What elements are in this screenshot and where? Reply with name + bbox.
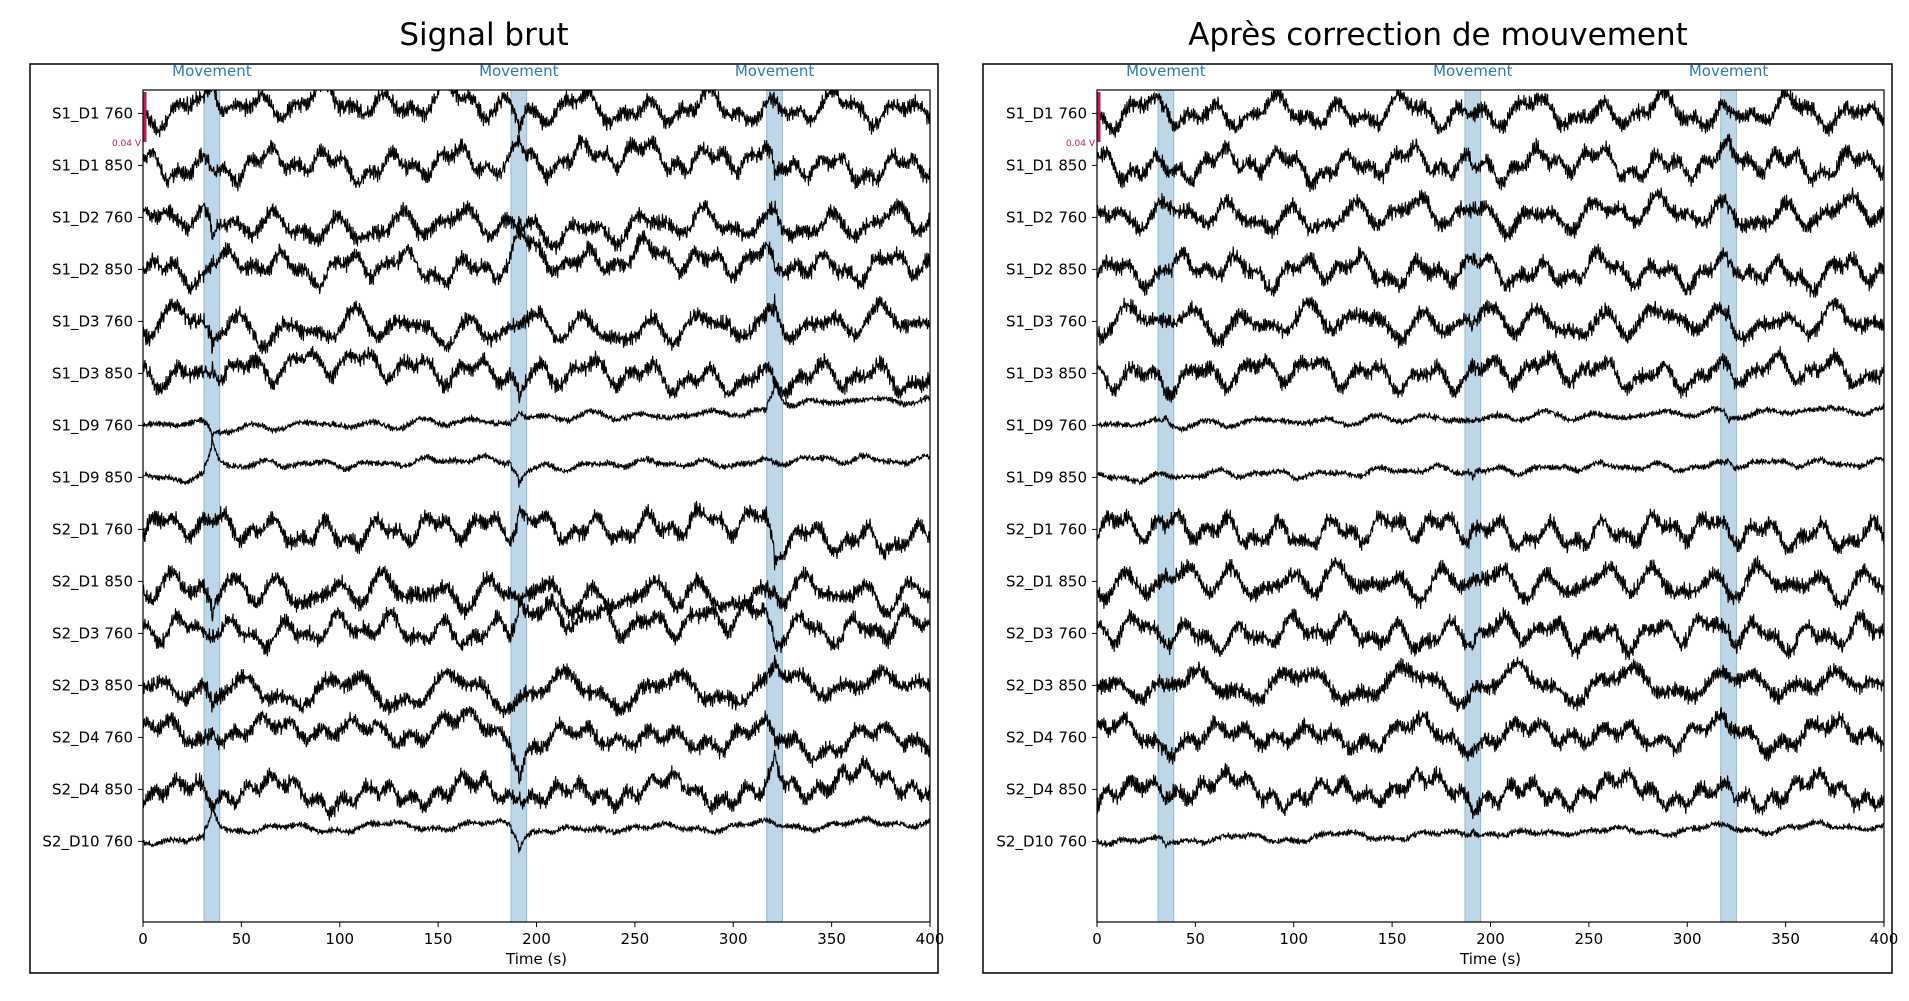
- trace-S1_D9-850: [143, 436, 930, 488]
- traces: [143, 90, 930, 854]
- channel-label: S1_D1 760: [52, 104, 133, 123]
- trace-S1_D1-760: [1097, 90, 1884, 138]
- x-tick-label: 250: [1575, 930, 1604, 948]
- x-tick-label: 400: [916, 930, 945, 948]
- trace-S2_D4-850: [1097, 762, 1884, 820]
- trace-S2_D10-760: [143, 800, 930, 854]
- trace-S2_D1-760: [143, 500, 930, 571]
- channel-label: S2_D10 760: [42, 832, 133, 851]
- trace-S2_D3-850: [143, 654, 930, 719]
- channel-label: S2_D3 850: [52, 676, 133, 695]
- movement-label: Movement: [172, 62, 252, 80]
- movement-span: [766, 89, 783, 923]
- trace-S1_D9-760: [143, 376, 930, 439]
- x-axis-label: Time (s): [505, 950, 567, 968]
- channel-label: S1_D2 760: [1006, 208, 1087, 227]
- trace-S2_D4-760: [143, 706, 930, 785]
- movement-label: Movement: [1433, 62, 1513, 80]
- channel-label: S1_D2 850: [52, 260, 133, 279]
- channel-label: S2_D3 760: [1006, 624, 1087, 643]
- x-tick-label: 300: [1673, 930, 1702, 948]
- trace-S1_D2-850: [143, 215, 930, 295]
- movement-label: Movement: [1689, 62, 1769, 80]
- x-tick-label: 150: [424, 930, 453, 948]
- chart-title: Signal brut: [399, 17, 568, 53]
- trace-S1_D3-850: [1097, 346, 1884, 403]
- movement-label: Movement: [1126, 62, 1206, 80]
- trace-S2_D1-760: [1097, 507, 1884, 556]
- trace-S1_D9-850: [1097, 455, 1884, 486]
- trace-S1_D3-760: [143, 293, 930, 355]
- trace-S1_D3-850: [143, 345, 930, 404]
- channel-label: S1_D2 850: [1006, 260, 1087, 279]
- x-tick-label: 100: [1279, 930, 1308, 948]
- trace-S2_D3-760: [1097, 607, 1884, 661]
- x-tick-label: 50: [232, 930, 251, 948]
- trace-S1_D2-760: [1097, 187, 1884, 243]
- channel-label: S2_D4 760: [1006, 728, 1087, 747]
- channel-label: S2_D4 760: [52, 728, 133, 747]
- x-tick-label: 0: [138, 930, 148, 948]
- trace-S1_D1-850: [1097, 133, 1884, 193]
- x-tick-label: 350: [817, 930, 846, 948]
- scale-bar-label: 0.04 V: [1066, 139, 1096, 149]
- channel-label: S2_D10 760: [996, 832, 1087, 851]
- movement-label: Movement: [479, 62, 559, 80]
- trace-S2_D3-760: [143, 593, 930, 657]
- x-tick-label: 150: [1378, 930, 1407, 948]
- trace-S1_D2-760: [143, 198, 930, 255]
- x-tick-label: 250: [621, 930, 650, 948]
- trace-S2_D1-850: [1097, 555, 1884, 611]
- x-tick-label: 400: [1870, 930, 1899, 948]
- channel-label: S2_D1 850: [1006, 572, 1087, 591]
- trace-S1_D3-760: [1097, 296, 1884, 349]
- x-tick-label: 200: [522, 930, 551, 948]
- channel-label: S2_D1 760: [1006, 520, 1087, 539]
- scale-bar-label: 0.04 V: [112, 139, 142, 149]
- channel-label: S1_D9 850: [52, 468, 133, 487]
- trace-S1_D1-760: [143, 90, 930, 138]
- traces: [1097, 90, 1884, 850]
- trace-S2_D4-760: [1097, 707, 1884, 765]
- x-tick-label: 300: [719, 930, 748, 948]
- channel-label: S2_D4 850: [52, 780, 133, 799]
- channel-label: S1_D1 760: [1006, 104, 1087, 123]
- chart-panel-1: Signal brut Movement Movement Movement S1_D1…: [29, 17, 945, 974]
- channel-label: S1_D3 850: [1006, 364, 1087, 383]
- trace-S2_D4-850: [143, 749, 930, 821]
- channel-label: S1_D2 760: [52, 208, 133, 227]
- x-tick-label: 350: [1771, 930, 1800, 948]
- channel-label: S1_D1 850: [52, 156, 133, 175]
- channel-label: S2_D1 760: [52, 520, 133, 539]
- channel-label: S2_D3 850: [1006, 676, 1087, 695]
- trace-S2_D10-760: [1097, 817, 1884, 850]
- channel-label: S1_D3 850: [52, 364, 133, 383]
- movement-label: Movement: [735, 62, 815, 80]
- channel-label: S1_D9 850: [1006, 468, 1087, 487]
- x-tick-label: 50: [1186, 930, 1205, 948]
- x-tick-label: 200: [1476, 930, 1505, 948]
- trace-S1_D9-760: [1097, 403, 1884, 434]
- channel-label: S1_D9 760: [1006, 416, 1087, 435]
- x-tick-label: 0: [1092, 930, 1102, 948]
- channel-label: S2_D1 850: [52, 572, 133, 591]
- channel-label: S1_D9 760: [52, 416, 133, 435]
- trace-S2_D1-850: [143, 565, 930, 623]
- channel-label: S2_D4 850: [1006, 780, 1087, 799]
- trace-S1_D1-850: [143, 134, 930, 192]
- trace-S2_D3-850: [1097, 656, 1884, 713]
- x-tick-label: 100: [325, 930, 354, 948]
- channel-label: S2_D3 760: [52, 624, 133, 643]
- channel-label: S1_D1 850: [1006, 156, 1087, 175]
- trace-S1_D2-850: [1097, 243, 1884, 298]
- channel-label: S1_D3 760: [1006, 312, 1087, 331]
- x-axis-label: Time (s): [1459, 950, 1521, 968]
- chart-title: Après correction de mouvement: [1188, 17, 1688, 53]
- channel-label: S1_D3 760: [52, 312, 133, 331]
